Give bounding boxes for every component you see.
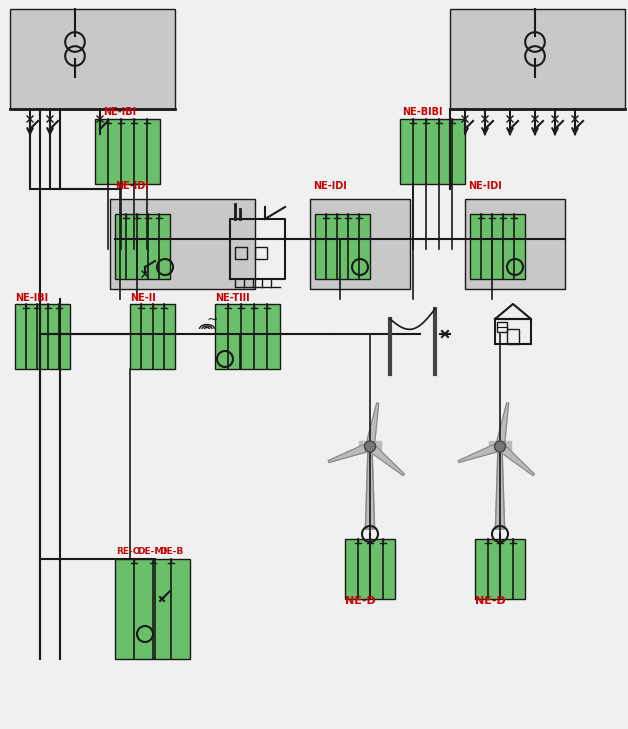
Text: NE-IDI: NE-IDI xyxy=(313,181,347,191)
Bar xyxy=(115,214,170,279)
Bar xyxy=(497,322,507,332)
Text: NE-D: NE-D xyxy=(475,596,506,606)
Polygon shape xyxy=(458,443,502,462)
Bar xyxy=(115,559,190,659)
Bar xyxy=(345,539,395,599)
Polygon shape xyxy=(365,446,375,529)
Polygon shape xyxy=(497,443,534,475)
Bar xyxy=(15,304,70,369)
Text: NE-II: NE-II xyxy=(130,293,156,303)
Polygon shape xyxy=(365,403,379,448)
Bar xyxy=(475,539,525,599)
Text: ~: ~ xyxy=(207,313,219,327)
Text: DE-B: DE-B xyxy=(159,547,183,556)
Circle shape xyxy=(494,441,506,452)
Bar xyxy=(110,199,255,289)
Bar xyxy=(255,247,267,259)
Text: NE-IDI: NE-IDI xyxy=(115,181,149,191)
Polygon shape xyxy=(359,441,381,452)
Text: NE-TIII: NE-TIII xyxy=(215,293,249,303)
Polygon shape xyxy=(495,403,509,448)
Text: DE-MI: DE-MI xyxy=(137,547,167,556)
Bar xyxy=(95,119,160,184)
Polygon shape xyxy=(328,443,372,462)
Text: NE-IBI: NE-IBI xyxy=(15,293,48,303)
Text: NE-IDI: NE-IDI xyxy=(468,181,502,191)
Bar xyxy=(470,214,525,279)
Bar xyxy=(400,119,465,184)
Circle shape xyxy=(364,441,376,452)
Bar xyxy=(10,9,175,109)
Polygon shape xyxy=(495,446,505,529)
Bar xyxy=(507,329,519,344)
Bar xyxy=(235,247,247,259)
Polygon shape xyxy=(367,443,404,475)
Bar xyxy=(130,304,175,369)
Bar xyxy=(310,199,410,289)
Bar xyxy=(315,214,370,279)
Bar xyxy=(495,319,531,344)
Text: NE-IBI: NE-IBI xyxy=(103,107,136,117)
Bar xyxy=(450,9,625,109)
Text: RE-O: RE-O xyxy=(116,547,141,556)
Bar xyxy=(215,304,280,369)
Text: NE-D: NE-D xyxy=(345,596,376,606)
Polygon shape xyxy=(489,441,511,452)
Text: NE-BIBI: NE-BIBI xyxy=(402,107,443,117)
Bar xyxy=(465,199,565,289)
